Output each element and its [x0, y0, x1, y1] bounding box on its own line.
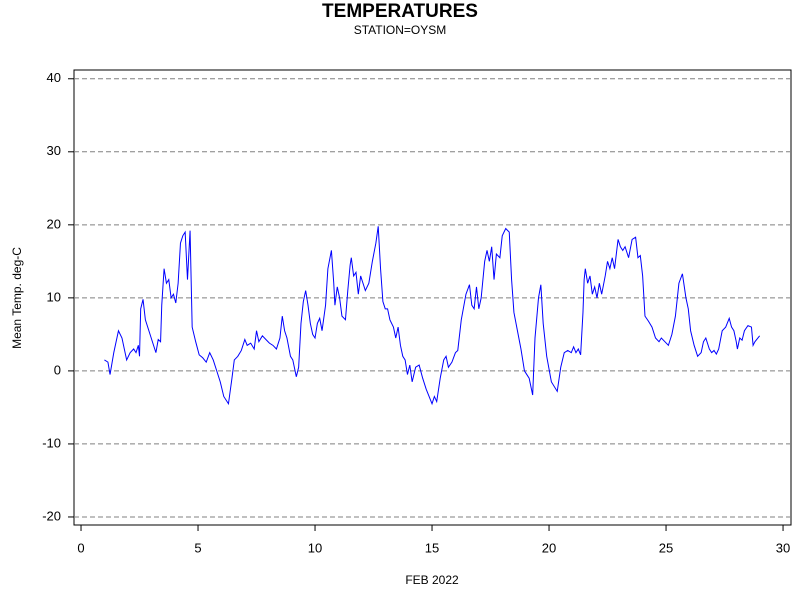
x-axis-label: FEB 2022 [405, 573, 459, 587]
x-tick-label: 5 [194, 540, 201, 555]
x-tick-label: 25 [659, 540, 673, 555]
y-tick-label: -10 [42, 435, 61, 450]
y-tick-label: 40 [47, 70, 61, 85]
y-tick-label: 0 [54, 362, 61, 377]
x-tick-label: 10 [308, 540, 322, 555]
y-tick-label: 20 [47, 216, 61, 231]
x-tick-label: 0 [77, 540, 84, 555]
x-tick-label: 20 [542, 540, 556, 555]
y-axis-label: Mean Temp. deg-C [10, 247, 24, 349]
x-tick-label: 15 [425, 540, 439, 555]
chart-subtitle: STATION=OYSM [354, 23, 447, 37]
y-tick-label: 30 [47, 143, 61, 158]
chart-title: TEMPERATURES [322, 1, 478, 22]
y-tick-label: 10 [47, 289, 61, 304]
y-tick-label: -20 [42, 508, 61, 523]
temperature-line [104, 226, 761, 406]
x-tick-label: 30 [776, 540, 790, 555]
